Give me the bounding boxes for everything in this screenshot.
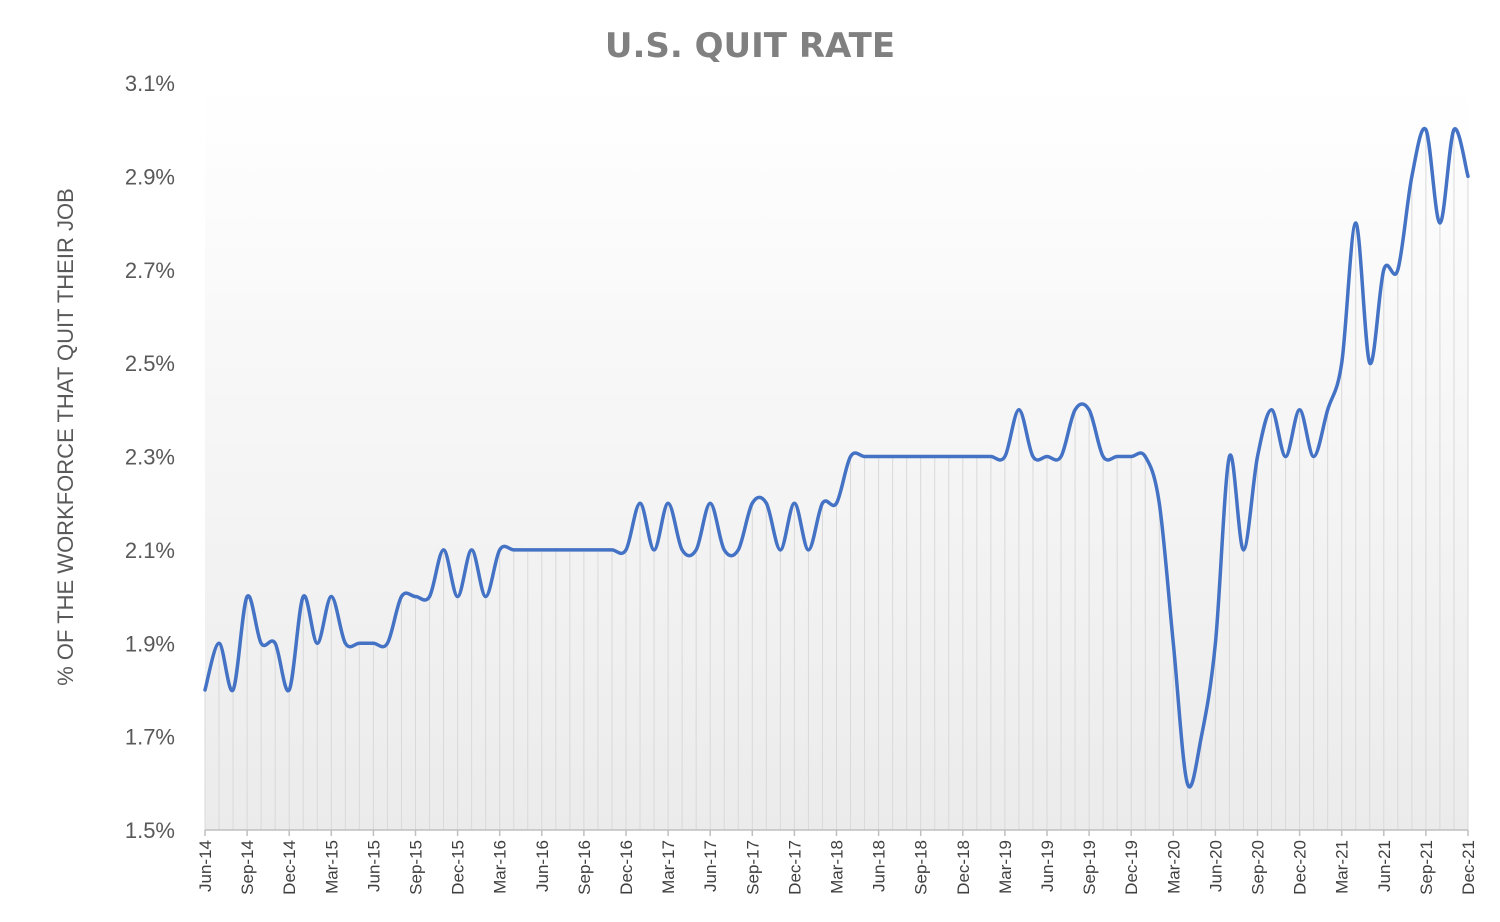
x-tick-label: Sep-21 [1417, 840, 1436, 895]
x-tick-label: Jun-15 [364, 840, 383, 892]
x-axis-ticks [204, 830, 1469, 836]
x-tick-label: Jun-14 [196, 840, 215, 892]
y-tick-label: 2.1% [125, 538, 175, 563]
x-tick-label: Dec-16 [617, 840, 636, 895]
x-tick-label: Mar-18 [828, 840, 847, 894]
y-tick-label: 3.1% [125, 71, 175, 96]
y-tick-label: 2.3% [125, 445, 175, 470]
x-tick-label: Jun-17 [701, 840, 720, 892]
y-tick-label: 2.7% [125, 258, 175, 283]
y-tick-label: 2.5% [125, 351, 175, 376]
y-axis-tick-labels: 1.5% 1.7% 1.9% 2.1% 2.3% 2.5% 2.7% 2.9% 3.1% [125, 71, 175, 843]
x-tick-label: Dec-20 [1291, 840, 1310, 895]
x-tick-label: Mar-17 [659, 840, 678, 894]
x-axis-tick-labels: Jun-14 Sep-14 Dec-14 Mar-15 Jun-15 Sep-15 Dec-… [196, 840, 1478, 895]
y-tick-label: 1.9% [125, 631, 175, 656]
x-tick-label: Jun-16 [533, 840, 552, 892]
x-tick-label: Dec-19 [1122, 840, 1141, 895]
x-tick-label: Dec-18 [954, 840, 973, 895]
x-tick-label: Sep-17 [743, 840, 762, 895]
x-tick-label: Sep-16 [575, 840, 594, 895]
x-tick-label: Sep-14 [238, 840, 257, 895]
x-tick-label: Jun-20 [1206, 840, 1225, 892]
x-tick-label: Sep-15 [407, 840, 426, 895]
x-tick-label: Dec-14 [280, 840, 299, 895]
x-tick-label: Mar-21 [1333, 840, 1352, 894]
y-tick-label: 1.7% [125, 725, 175, 750]
y-tick-label: 1.5% [125, 818, 175, 843]
x-tick-label: Mar-20 [1164, 840, 1183, 894]
drop-lines [204, 129, 1469, 830]
y-axis-label: % OF THE WORKFORCE THAT QUIT THEIR JOB [53, 188, 78, 686]
x-tick-label: Jun-18 [870, 840, 889, 892]
x-tick-label: Mar-16 [491, 840, 510, 894]
chart-title: U.S. QUIT RATE [605, 26, 895, 66]
y-tick-label: 2.9% [125, 164, 175, 189]
x-tick-label: Mar-19 [996, 840, 1015, 894]
x-tick-label: Dec-17 [785, 840, 804, 895]
x-tick-label: Sep-18 [912, 840, 931, 895]
x-tick-label: Dec-15 [449, 840, 468, 895]
x-tick-label: Sep-20 [1249, 840, 1268, 895]
x-tick-label: Jun-21 [1375, 840, 1394, 892]
x-tick-label: Dec-21 [1459, 840, 1478, 895]
series-line-quit-rate [203, 126, 1470, 789]
x-tick-label: Sep-19 [1080, 840, 1099, 895]
x-tick-label: Jun-19 [1038, 840, 1057, 892]
x-tick-label: Mar-15 [322, 840, 341, 894]
